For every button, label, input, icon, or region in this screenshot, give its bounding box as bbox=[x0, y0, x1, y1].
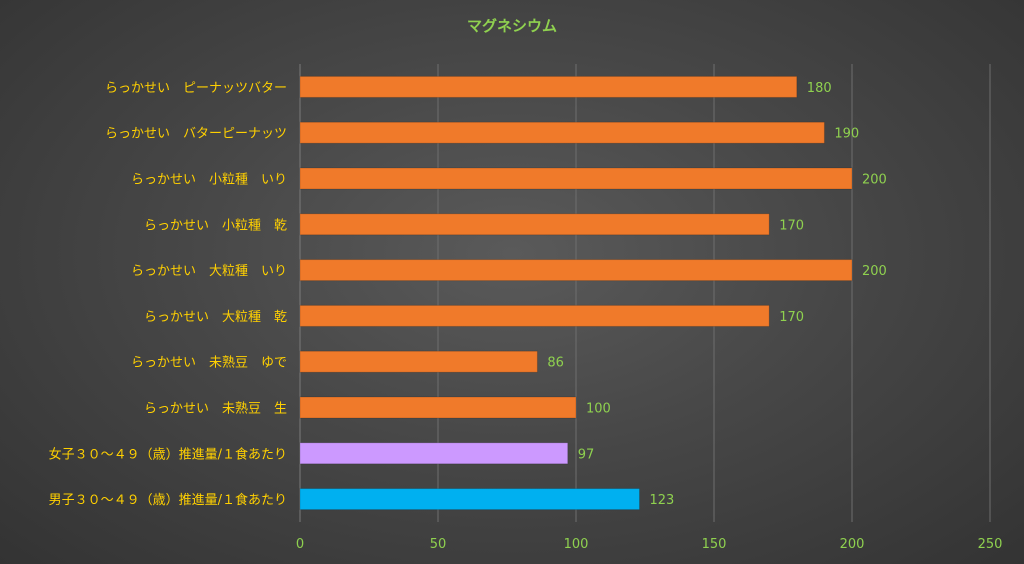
x-tick-label: 200 bbox=[840, 537, 865, 552]
category-label: 女子３０～４９（歳）推進量/１食あたり bbox=[49, 446, 287, 462]
category-label: らっかせい バターピーナッツ bbox=[105, 127, 287, 142]
x-tick-label: 250 bbox=[978, 537, 1003, 552]
data-label: 170 bbox=[779, 218, 804, 233]
bar bbox=[299, 442, 569, 465]
bar bbox=[299, 396, 577, 419]
bar bbox=[299, 350, 538, 373]
data-label: 86 bbox=[547, 356, 564, 371]
data-label: 100 bbox=[586, 402, 611, 417]
chart-title: マグネシウム bbox=[467, 17, 557, 35]
category-label: らっかせい 大粒種 いり bbox=[131, 263, 287, 279]
x-tick-label: 0 bbox=[296, 537, 304, 552]
bar bbox=[299, 167, 853, 190]
data-label: 123 bbox=[649, 493, 674, 508]
data-label: 200 bbox=[862, 264, 887, 279]
data-label: 180 bbox=[807, 81, 832, 96]
data-label: 200 bbox=[862, 173, 887, 188]
x-tick-label: 150 bbox=[702, 537, 727, 552]
bar bbox=[299, 259, 853, 282]
data-label: 190 bbox=[834, 127, 859, 142]
bar bbox=[299, 75, 798, 98]
bar bbox=[299, 304, 770, 327]
x-tick-label: 50 bbox=[430, 537, 447, 552]
category-label: 男子３０～４９（歳）推進量/１食あたり bbox=[49, 492, 287, 508]
bar bbox=[299, 121, 825, 144]
x-tick-label: 100 bbox=[564, 537, 589, 552]
category-label: らっかせい 小粒種 乾 bbox=[144, 217, 287, 233]
category-label: らっかせい 小粒種 いり bbox=[131, 172, 287, 188]
category-label: らっかせい 未熟豆 ゆで bbox=[131, 355, 287, 371]
category-label: らっかせい ピーナッツバター bbox=[105, 81, 287, 96]
category-label: らっかせい 大粒種 乾 bbox=[144, 309, 287, 325]
category-label: らっかせい 未熟豆 生 bbox=[144, 401, 287, 417]
bar bbox=[299, 488, 640, 511]
data-label: 170 bbox=[779, 310, 804, 325]
data-label: 97 bbox=[578, 447, 595, 462]
bar bbox=[299, 213, 770, 236]
